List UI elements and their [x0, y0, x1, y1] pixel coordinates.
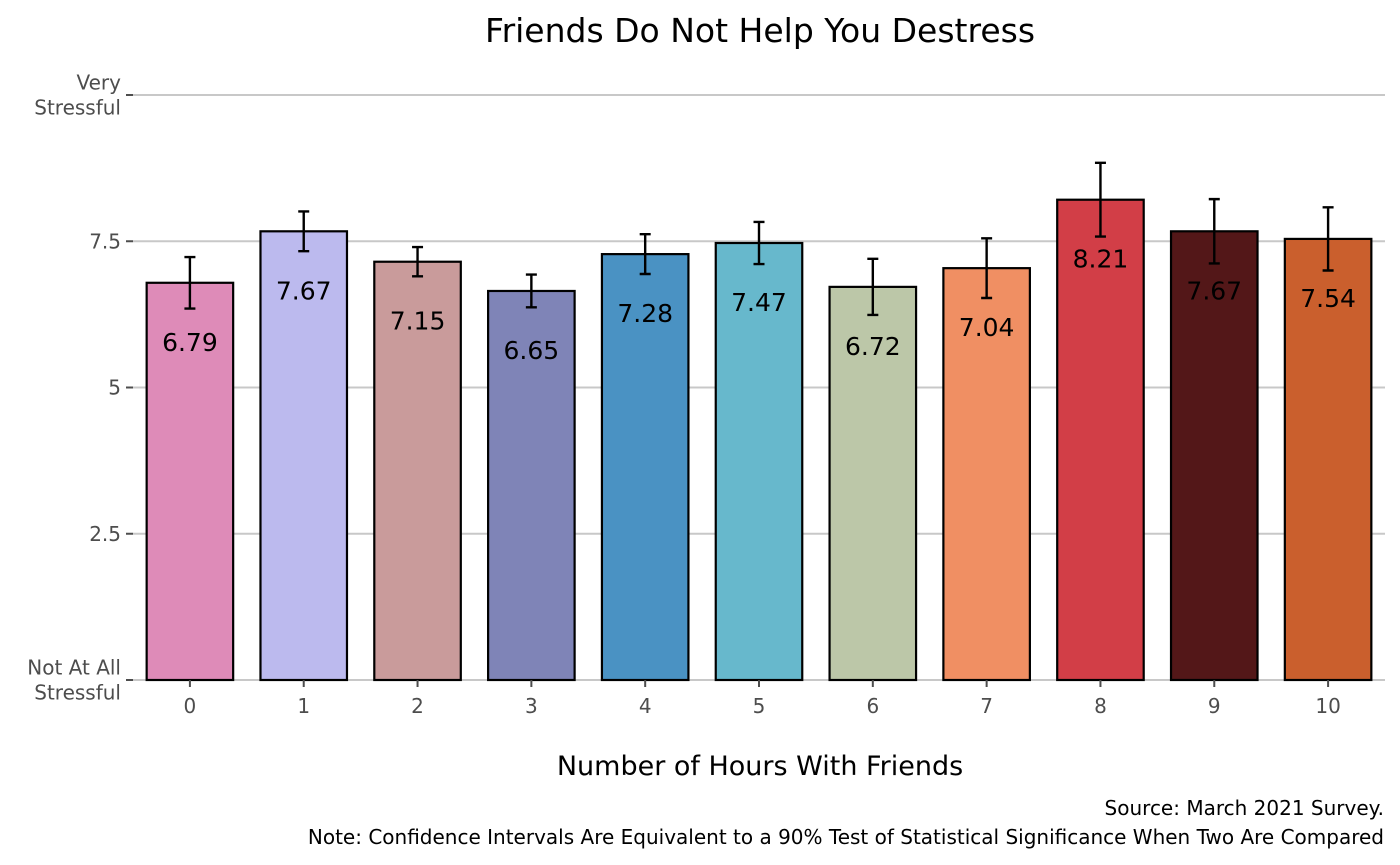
- data-label-7: 7.04: [959, 313, 1015, 342]
- x-tick-label: 9: [1208, 694, 1221, 718]
- x-axis-label: Number of Hours With Friends: [557, 751, 963, 782]
- bar-6: [828, 285, 918, 682]
- error-bar-0: [184, 255, 196, 310]
- x-tick-label: 7: [980, 694, 993, 718]
- y-tick-label: 7.5: [89, 229, 121, 253]
- y-tick-label: 5: [108, 376, 121, 400]
- error-bar-10: [1322, 206, 1334, 272]
- error-bar-4: [639, 233, 651, 276]
- data-label-2: 7.15: [390, 307, 446, 336]
- error-bar-9: [1208, 197, 1220, 265]
- error-bar-3: [525, 273, 537, 309]
- x-tick-label: 0: [184, 694, 197, 718]
- data-label-8: 8.21: [1073, 245, 1129, 274]
- bar-3: [487, 289, 576, 682]
- source-caption: Source: March 2021 Survey.: [1105, 796, 1384, 820]
- bars: [145, 198, 1373, 682]
- bar-4: [600, 253, 690, 682]
- x-axis-ticks: 0 1 2 3 4 5 6 7 8 9 10: [184, 680, 1341, 718]
- data-label-6: 6.72: [845, 332, 901, 361]
- bar-9: [1169, 230, 1259, 682]
- x-tick-label: 6: [866, 694, 879, 718]
- y-tick-label: 2.5: [89, 522, 121, 546]
- bar-8: [1056, 198, 1145, 682]
- bar-1: [259, 230, 349, 682]
- y-tick-label: Stressful: [34, 96, 121, 120]
- data-label-0: 6.79: [162, 328, 218, 357]
- data-label-10: 7.54: [1300, 284, 1356, 313]
- bar-10: [1283, 237, 1373, 682]
- data-label-3: 6.65: [504, 336, 560, 365]
- error-bars: [184, 161, 1334, 317]
- x-tick-label: 5: [753, 694, 766, 718]
- error-bar-1: [298, 210, 310, 253]
- error-bar-8: [1094, 161, 1106, 238]
- chart-title: Friends Do Not Help You Destress: [485, 11, 1035, 50]
- x-tick-label: 2: [411, 694, 424, 718]
- x-tick-label: 4: [639, 694, 652, 718]
- y-tick-label: Not At All: [27, 656, 121, 680]
- y-tick-label: Stressful: [34, 681, 121, 705]
- data-label-5: 7.47: [731, 288, 787, 317]
- note-caption: Note: Confidence Intervals Are Equivalen…: [308, 825, 1384, 849]
- x-tick-label: 3: [525, 694, 538, 718]
- data-label-4: 7.28: [617, 299, 673, 328]
- bar-7: [942, 267, 1031, 682]
- bar-5: [714, 241, 804, 682]
- x-tick-label: 10: [1315, 694, 1340, 718]
- y-tick-label: Very: [77, 71, 122, 95]
- data-labels: 6.79 7.67 7.15 6.65 7.28 7.47 6.72 7.04 8.21 7.67…: [162, 245, 1356, 365]
- error-bar-6: [867, 257, 879, 317]
- error-bar-2: [412, 245, 424, 278]
- x-tick-label: 1: [297, 694, 310, 718]
- data-label-9: 7.67: [1186, 276, 1242, 305]
- error-bar-7: [981, 237, 993, 300]
- x-tick-label: 8: [1094, 694, 1107, 718]
- error-bar-5: [753, 220, 765, 266]
- data-label-1: 7.67: [276, 276, 332, 305]
